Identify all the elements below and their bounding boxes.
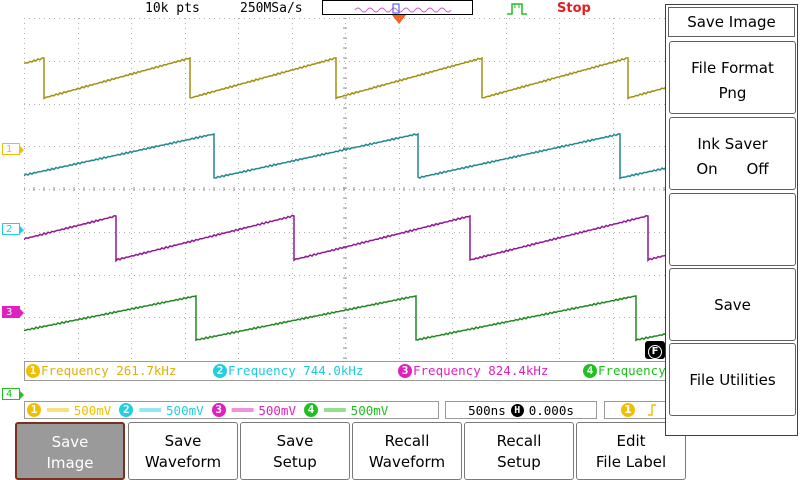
trigger-badge: F	[645, 341, 665, 359]
menu-ink-saver[interactable]: Ink Saver On Off	[669, 117, 796, 190]
channel-2-scale[interactable]: 2 ═══ 500mV	[119, 403, 204, 418]
channel-4-offset-marker[interactable]: 4	[2, 388, 24, 400]
channel-3-offset-marker[interactable]: 3	[2, 306, 24, 318]
channel-1-offset-marker[interactable]: 1	[2, 143, 24, 155]
menu-title: Save Image	[668, 7, 795, 37]
channel-4-arrow-icon	[19, 390, 24, 400]
ink-saver-off-option[interactable]: Off	[746, 160, 769, 178]
vertical-scale-box: 1 ═══ 500mV 2 ═══ 500mV 3 ═══ 500mV 4 ══…	[24, 401, 439, 419]
memory-waveform-icon	[354, 3, 452, 14]
menu-file-format[interactable]: File Format Png	[669, 41, 796, 114]
measurement-ch3: 3 Frequency 824.4kHz	[398, 363, 548, 378]
measurement-ch2: 2 Frequency 744.0kHz	[213, 363, 363, 378]
channel-scale-bar: 1 ═══ 500mV 2 ═══ 500mV 3 ═══ 500mV 4 ══…	[24, 401, 666, 419]
run-stop-status: Stop	[557, 1, 591, 16]
trigger-position-icon	[392, 15, 406, 24]
channel-1-trace	[24, 56, 666, 100]
measurement-ch4: 4 Frequency	[583, 363, 666, 378]
memory-position-bar	[322, 0, 473, 15]
channel-3-trace	[24, 214, 666, 263]
menu-file-utilities[interactable]: File Utilities	[669, 343, 796, 416]
measurement-bar: 1 Frequency 261.7kHz 2 Frequency 744.0kH…	[24, 361, 666, 381]
side-menu: Save Image File Format Png Ink Saver On …	[665, 4, 798, 436]
rising-edge-icon	[648, 404, 656, 416]
measurement-ch1: 1 Frequency 261.7kHz	[26, 363, 176, 378]
waveform-display[interactable]	[24, 18, 666, 360]
menu-save[interactable]: Save	[669, 268, 796, 341]
channel-4-trace	[24, 295, 666, 342]
softkey-recall-waveform[interactable]: Recall Waveform	[352, 422, 462, 480]
graticule	[24, 18, 666, 360]
softkey-save-waveform[interactable]: Save Waveform	[128, 422, 238, 480]
trigger-edge-icon	[507, 3, 527, 15]
record-length: 10k pts	[145, 1, 200, 16]
horizontal-marker-icon: H	[510, 403, 524, 417]
softkey-save-setup[interactable]: Save Setup	[240, 422, 350, 480]
channel-2-arrow-icon	[19, 225, 24, 235]
trigger-info-box[interactable]: 1	[604, 401, 666, 419]
waveform-traces	[24, 56, 666, 342]
sample-rate: 250MSa/s	[240, 1, 303, 16]
channel-3-scale[interactable]: 3 ═══ 500mV	[211, 403, 296, 418]
channel-3-arrow-icon	[19, 308, 24, 318]
channel-1-scale[interactable]: 1 ═══ 500mV	[27, 403, 111, 418]
channel-2-offset-marker[interactable]: 2	[2, 223, 24, 235]
softkey-save-image[interactable]: Save Image	[15, 422, 125, 480]
channel-2-trace	[24, 132, 666, 180]
ink-saver-on-option[interactable]: On	[696, 160, 718, 178]
timebase-box[interactable]: 500ns H 0.000s	[445, 401, 597, 419]
channel-4-scale[interactable]: 4 ═══ 500mV	[303, 403, 388, 418]
softkey-recall-setup[interactable]: Recall Setup	[464, 422, 574, 480]
menu-empty-slot	[669, 193, 796, 266]
status-bar: 10k pts 250MSa/s Stop	[0, 0, 665, 24]
channel-1-arrow-icon	[19, 145, 24, 155]
